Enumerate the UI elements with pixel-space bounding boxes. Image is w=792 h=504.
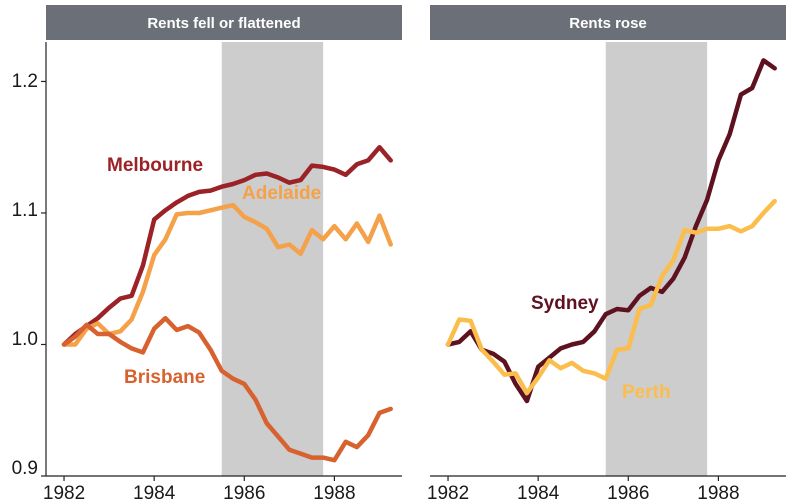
y-axis: 0.9 1.0 1.1 1.2 <box>12 71 38 479</box>
facet-strip <box>46 5 402 40</box>
x-axis: 1982 1984 1986 1988 <box>427 483 740 504</box>
shaded-period-band <box>605 42 708 476</box>
panel-rents-rose: Rents rose 1982 1984 1986 1988 Sydney Pe… <box>427 5 786 504</box>
x-axis: 1982 1984 1986 1988 <box>43 483 356 504</box>
x-tick-label: 1988 <box>697 483 739 504</box>
series-label-adelaide: Adelaide <box>242 183 321 204</box>
x-tick-label: 1982 <box>427 483 469 504</box>
panel-rents-fell: Rents fell or flattened 1982 1984 1986 1… <box>41 5 402 504</box>
series-labels: Sydney Perth <box>531 293 671 403</box>
series-label-melbourne: Melbourne <box>107 155 203 176</box>
series-labels: Melbourne Adelaide Brisbane <box>107 155 321 388</box>
series-line-melbourne <box>61 144 393 347</box>
axes <box>41 42 402 481</box>
series-line-sydney <box>445 58 777 404</box>
x-tick-label: 1982 <box>43 483 85 504</box>
shaded-period <box>605 42 708 476</box>
axes <box>430 475 786 481</box>
shaded-period-band <box>221 42 324 476</box>
series-label-brisbane: Brisbane <box>124 367 205 388</box>
x-tick-label: 1986 <box>607 483 649 504</box>
facet-title: Rents rose <box>569 15 647 32</box>
x-tick-label: 1988 <box>313 483 355 504</box>
y-tick-label: 1.1 <box>12 200 38 221</box>
series-line-perth <box>445 198 777 396</box>
y-tick-label: 1.2 <box>12 71 38 92</box>
shaded-period <box>221 42 324 476</box>
x-tick-label: 1984 <box>133 483 176 504</box>
y-tick-label: 1.0 <box>12 329 38 350</box>
x-tick-label: 1984 <box>517 483 560 504</box>
series-line-brisbane <box>61 315 393 463</box>
series-line-adelaide <box>61 202 393 347</box>
series-lines <box>61 144 393 463</box>
series-lines <box>445 58 777 404</box>
series-label-perth: Perth <box>622 382 671 403</box>
facet-title: Rents fell or flattened <box>147 15 300 32</box>
facet-strip <box>430 5 786 40</box>
series-label-sydney: Sydney <box>531 293 599 314</box>
x-tick-label: 1986 <box>223 483 265 504</box>
y-tick-label: 0.9 <box>12 458 38 479</box>
